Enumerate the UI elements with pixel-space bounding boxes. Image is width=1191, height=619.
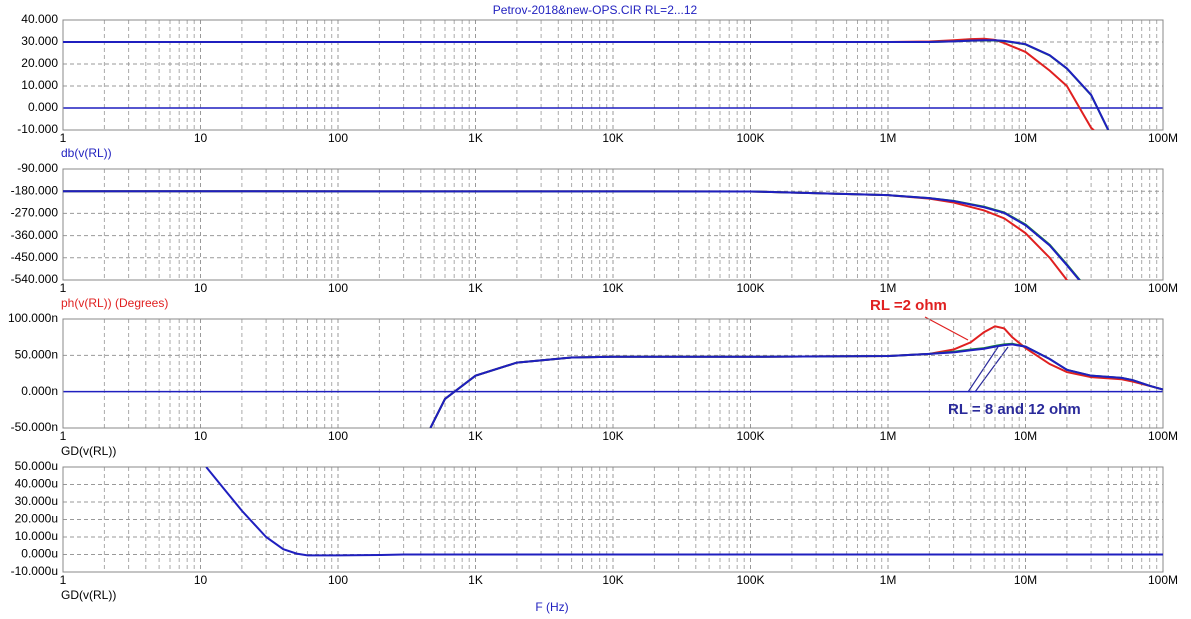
x-tick-label: 1M: [880, 131, 897, 145]
plot-frame: [62, 466, 1164, 573]
x-tick-label: 10K: [602, 131, 623, 145]
x-tick-label: 100: [328, 573, 348, 587]
series-line: [429, 343, 1163, 428]
y-tick-label: -450.000: [11, 250, 59, 264]
panel: 1 10 100 1K 10K 100K 1M 10M 100M -50.000n 0.000n 50…: [8, 297, 1178, 458]
x-tick-label: 100K: [736, 429, 764, 443]
x-tick-label: 1: [60, 573, 67, 587]
x-tick-label: 100K: [736, 281, 764, 295]
y-tick-label: 0.000u: [21, 547, 58, 561]
x-tick-label: 100M: [1148, 429, 1178, 443]
x-tick-label: 10: [194, 131, 208, 145]
y-axis-label: ph(v(RL)) (Degrees): [61, 296, 168, 310]
y-tick-label: -10.000: [17, 122, 58, 136]
panel: 1 10 100 1K 10K 100K 1M 10M 100M -540.000 -450.000…: [11, 161, 1178, 310]
y-tick-label: 30.000: [21, 34, 58, 48]
x-tick-label: 1M: [880, 429, 897, 443]
y-tick-label: 100.000n: [8, 311, 58, 325]
y-tick-label: -90.000: [17, 161, 58, 175]
x-tick-label: 1: [60, 429, 67, 443]
y-tick-label: 0.000n: [21, 384, 58, 398]
pointer: [924, 316, 969, 341]
y-axis-label: db(v(RL)): [61, 146, 112, 160]
y-tick-label: -270.000: [11, 206, 59, 220]
x-tick-label: 100: [328, 131, 348, 145]
series-line: [63, 190, 1081, 280]
x-tick-label: 10: [194, 429, 208, 443]
x-tick-label: 1K: [468, 281, 483, 295]
x-tick-label: 10K: [602, 429, 623, 443]
y-axis-label: GD(v(RL)): [61, 444, 116, 458]
series-line: [63, 39, 1110, 130]
x-tick-label: 100M: [1148, 131, 1178, 145]
x-tick-label: 10M: [1014, 131, 1037, 145]
plot-frame: [62, 19, 1164, 131]
y-tick-label: -180.000: [11, 183, 59, 197]
x-tick-label: 1: [60, 131, 67, 145]
x-tick-label: 10M: [1014, 429, 1037, 443]
series-line: [205, 467, 1163, 557]
x-tick-label: 1K: [468, 573, 483, 587]
panel: 1 10 100 1K 10K 100K 1M 10M 100M -10.000 0.000 10.0…: [17, 12, 1178, 160]
title: Petrov-2018&new-OPS.CIR RL=2...12: [493, 3, 698, 17]
x-tick-label: 10: [194, 573, 208, 587]
y-tick-label: 50.000n: [15, 348, 58, 362]
annotation: RL = 8 and 12 ohm: [948, 401, 1081, 418]
pointer: [967, 346, 999, 393]
y-tick-label: -50.000n: [11, 420, 58, 434]
y-tick-label: 50.000u: [15, 459, 58, 473]
y-axis-label: GD(v(RL)): [61, 588, 116, 602]
series-line: [63, 37, 1096, 130]
y-tick-label: 0.000: [28, 100, 58, 114]
plot-frame: [62, 168, 1164, 281]
y-tick-label: 40.000u: [15, 477, 58, 491]
x-tick-label: 10K: [602, 281, 623, 295]
x-tick-label: 1K: [468, 131, 483, 145]
y-tick-label: 10.000: [21, 78, 58, 92]
x-tick-label: 10M: [1014, 573, 1037, 587]
pointer: [974, 346, 1009, 393]
x-tick-label: 100K: [736, 131, 764, 145]
y-tick-label: 20.000u: [15, 512, 58, 526]
x-axis-label: F (Hz): [535, 600, 568, 614]
y-tick-label: 10.000u: [15, 529, 58, 543]
y-tick-label: 40.000: [21, 12, 58, 26]
x-tick-label: 1M: [880, 281, 897, 295]
x-tick-label: 10M: [1014, 281, 1037, 295]
y-tick-label: -540.000: [11, 272, 59, 286]
x-tick-label: 100K: [736, 573, 764, 587]
y-tick-label: -10.000u: [11, 564, 58, 578]
x-tick-label: 10K: [602, 573, 623, 587]
x-tick-label: 10: [194, 281, 208, 295]
annotation: RL =2 ohm: [870, 297, 947, 314]
x-tick-label: 100M: [1148, 573, 1178, 587]
x-tick-label: 100: [328, 429, 348, 443]
y-tick-label: 20.000: [21, 56, 58, 70]
y-tick-label: -360.000: [11, 228, 59, 242]
x-tick-label: 1M: [880, 573, 897, 587]
x-tick-label: 1K: [468, 429, 483, 443]
x-tick-label: 100: [328, 281, 348, 295]
panel: 1 10 100 1K 10K 100K 1M 10M 100M -10.000u 0.000u 10…: [11, 459, 1178, 602]
x-tick-label: 100M: [1148, 281, 1178, 295]
x-tick-label: 1: [60, 281, 67, 295]
y-tick-label: 30.000u: [15, 494, 58, 508]
plot-frame: [62, 318, 1164, 429]
series-line: [63, 39, 1110, 130]
